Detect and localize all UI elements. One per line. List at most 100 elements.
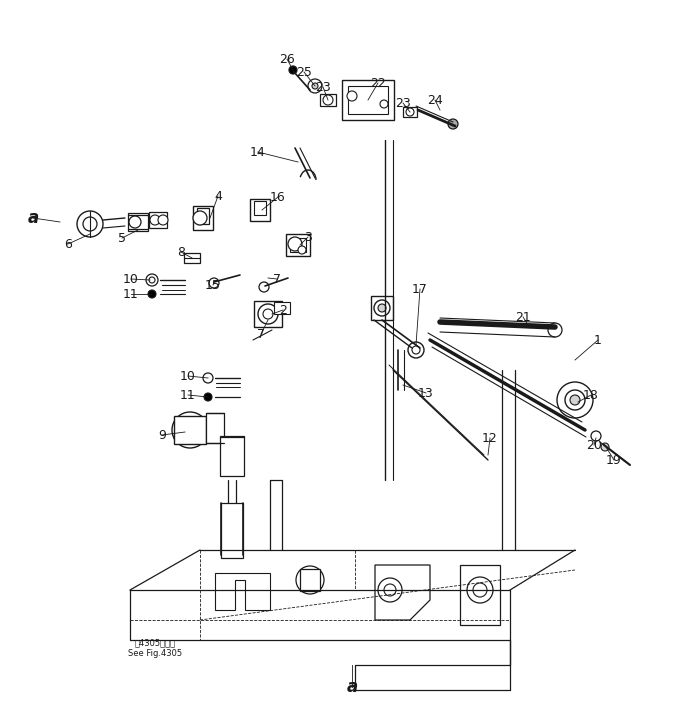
Bar [286, 234, 310, 256]
Text: a: a [347, 678, 358, 696]
Bar [149, 212, 167, 228]
Bar [254, 201, 266, 215]
Circle shape [448, 119, 458, 129]
Text: 11: 11 [180, 388, 196, 402]
Text: 第4305図参照
See Fig.4305: 第4305図参照 See Fig.4305 [128, 638, 182, 658]
Bar [193, 206, 213, 230]
Text: 24: 24 [427, 94, 443, 107]
Circle shape [312, 83, 318, 89]
Bar [174, 416, 206, 444]
Text: 25: 25 [296, 66, 312, 79]
Polygon shape [460, 565, 500, 625]
Text: 13: 13 [418, 387, 434, 400]
Circle shape [288, 237, 302, 251]
Circle shape [406, 108, 414, 116]
Text: 15: 15 [205, 279, 221, 292]
Circle shape [172, 412, 208, 448]
Bar [128, 213, 148, 231]
Circle shape [565, 390, 585, 410]
Bar [254, 301, 282, 327]
Bar [220, 436, 244, 476]
Circle shape [148, 290, 156, 298]
Circle shape [467, 577, 493, 603]
Bar [403, 107, 417, 117]
Text: 1: 1 [594, 333, 602, 347]
Circle shape [308, 79, 322, 93]
Text: 26: 26 [279, 52, 295, 66]
Text: 19: 19 [606, 453, 622, 466]
Text: 5: 5 [118, 232, 126, 245]
Text: 6: 6 [64, 237, 72, 250]
Bar [274, 302, 290, 314]
Text: 14: 14 [250, 145, 266, 159]
Circle shape [77, 211, 103, 237]
Polygon shape [215, 573, 270, 610]
Bar [206, 413, 224, 443]
Text: 7: 7 [257, 327, 265, 340]
Circle shape [180, 420, 200, 440]
Circle shape [129, 216, 141, 228]
Circle shape [203, 373, 213, 383]
Circle shape [296, 566, 324, 594]
Bar [221, 503, 243, 558]
Circle shape [378, 304, 386, 312]
Text: 23: 23 [395, 97, 411, 109]
Circle shape [289, 66, 297, 74]
Bar [184, 253, 200, 263]
Circle shape [258, 304, 278, 324]
Circle shape [408, 342, 424, 358]
Circle shape [150, 215, 160, 225]
Circle shape [380, 100, 388, 108]
Bar [197, 208, 209, 224]
Circle shape [384, 584, 396, 596]
Circle shape [347, 91, 357, 101]
Circle shape [601, 443, 609, 451]
Bar [371, 296, 393, 320]
Circle shape [378, 578, 402, 602]
Text: 4: 4 [214, 189, 222, 202]
Circle shape [548, 323, 562, 337]
Circle shape [323, 95, 333, 105]
Circle shape [204, 393, 212, 401]
Circle shape [83, 217, 97, 231]
Circle shape [209, 278, 219, 288]
Text: 10: 10 [180, 370, 196, 383]
Circle shape [570, 395, 580, 405]
Circle shape [259, 282, 269, 292]
Polygon shape [375, 565, 430, 620]
Text: 16: 16 [270, 190, 286, 204]
Circle shape [263, 309, 273, 319]
Text: 21: 21 [515, 310, 531, 323]
Text: 8: 8 [177, 245, 185, 259]
Bar [320, 94, 336, 106]
Bar [348, 86, 388, 114]
Circle shape [146, 274, 158, 286]
Circle shape [302, 572, 318, 588]
Bar [300, 569, 320, 591]
Text: 12: 12 [482, 431, 498, 445]
Text: 23: 23 [315, 81, 331, 94]
Bar [250, 199, 270, 221]
Text: 11: 11 [123, 287, 139, 300]
Text: 10: 10 [123, 272, 139, 285]
Text: 22: 22 [370, 77, 386, 89]
Text: 9: 9 [158, 428, 166, 441]
Circle shape [412, 346, 420, 354]
Circle shape [374, 300, 390, 316]
Circle shape [158, 215, 168, 225]
Circle shape [193, 211, 207, 225]
Bar [342, 80, 394, 120]
Circle shape [298, 246, 306, 254]
Text: 18: 18 [583, 388, 599, 402]
Text: a: a [27, 209, 39, 227]
Circle shape [149, 277, 155, 283]
Text: 20: 20 [586, 438, 602, 451]
Text: 2: 2 [279, 303, 287, 317]
Circle shape [473, 583, 487, 597]
Text: 3: 3 [304, 230, 312, 244]
Circle shape [557, 382, 593, 418]
Text: 17: 17 [412, 282, 428, 295]
Text: 7: 7 [273, 272, 281, 285]
Circle shape [591, 431, 601, 441]
Bar [290, 238, 306, 252]
